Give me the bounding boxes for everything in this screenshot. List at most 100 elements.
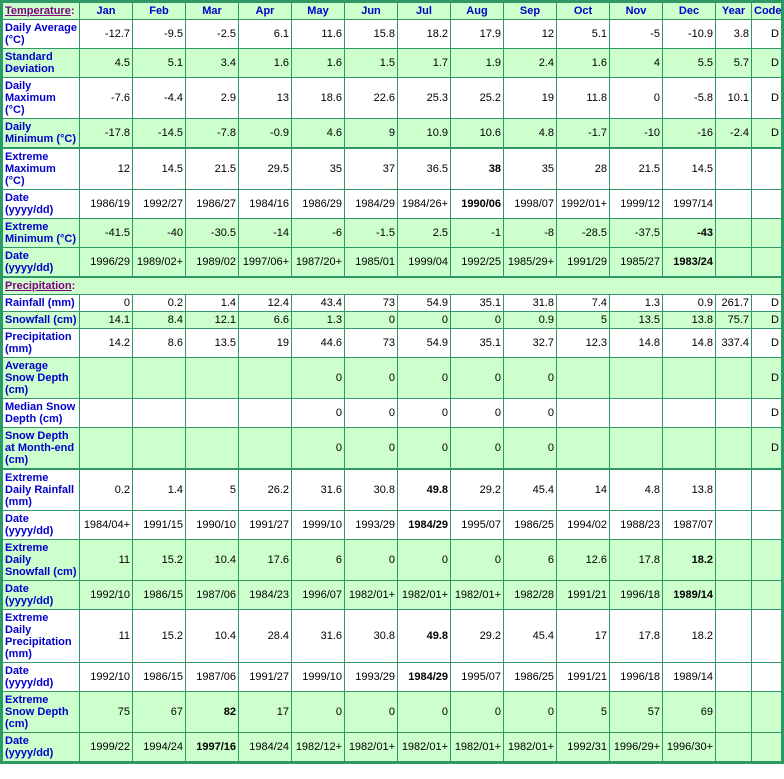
extreme-daily-snowfall-date-cell-jan: 1992/10 bbox=[79, 580, 133, 610]
rainfall-cell-may: 43.4 bbox=[291, 294, 345, 312]
standard-deviation-cell-mar: 3.4 bbox=[185, 48, 239, 78]
daily-average-cell-apr: 6.1 bbox=[238, 19, 292, 49]
standard-deviation-cell-jan: 4.5 bbox=[79, 48, 133, 78]
extreme-daily-snowfall-date-cell-code bbox=[751, 580, 783, 610]
extreme-minimum-date-cell-may: 1987/20+ bbox=[291, 247, 345, 278]
snowfall-cell-mar: 12.1 bbox=[185, 311, 239, 329]
extreme-minimum-date-cell-apr: 1997/06+ bbox=[238, 247, 292, 278]
extreme-snow-depth-date-cell-mar: 1997/16 bbox=[185, 732, 239, 763]
rainfall-cell-code: D bbox=[751, 294, 783, 312]
extreme-daily-rainfall-date-cell-year bbox=[715, 510, 752, 540]
standard-deviation-cell-feb: 5.1 bbox=[132, 48, 186, 78]
extreme-daily-rainfall-date-cell-may: 1999/10 bbox=[291, 510, 345, 540]
snow-depth-month-end-cell-apr bbox=[238, 427, 292, 470]
rainfall-cell-aug: 35.1 bbox=[450, 294, 504, 312]
extreme-daily-snowfall-date-label: Date (yyyy/dd) bbox=[1, 580, 80, 610]
extreme-snow-depth-date-cell-jun: 1982/01+ bbox=[344, 732, 398, 763]
extreme-minimum-date-cell-jul: 1999/04 bbox=[397, 247, 451, 278]
extreme-snow-depth-cell-apr: 17 bbox=[238, 691, 292, 733]
daily-minimum-cell-nov: -10 bbox=[609, 118, 663, 149]
column-header-apr: Apr bbox=[238, 1, 292, 20]
column-header-oct: Oct bbox=[556, 1, 610, 20]
daily-average-cell-aug: 17.9 bbox=[450, 19, 504, 49]
daily-average-cell-may: 11.6 bbox=[291, 19, 345, 49]
snow-depth-month-end-cell-oct bbox=[556, 427, 610, 470]
column-header-code: Code bbox=[751, 1, 783, 20]
extreme-minimum-cell-code bbox=[751, 218, 783, 248]
snow-depth-month-end-cell-jul: 0 bbox=[397, 427, 451, 470]
extreme-daily-precipitation-row: Extreme Daily Precipitation (mm) 11 15.2 10… bbox=[1, 609, 783, 663]
precipitation-section-header: Precipitation: bbox=[1, 276, 783, 295]
extreme-daily-snowfall-cell-feb: 15.2 bbox=[132, 539, 186, 581]
extreme-maximum-date-cell-jun: 1984/29 bbox=[344, 189, 398, 219]
column-header-mar: Mar bbox=[185, 1, 239, 20]
extreme-maximum-date-cell-dec: 1997/14 bbox=[662, 189, 716, 219]
extreme-minimum-label: Extreme Minimum (°C) bbox=[1, 218, 80, 248]
extreme-minimum-date-cell-jan: 1996/29 bbox=[79, 247, 133, 278]
temperature-link[interactable]: Temperature bbox=[5, 5, 71, 17]
median-snow-depth-cell-feb bbox=[132, 398, 186, 428]
extreme-daily-rainfall-cell-feb: 1.4 bbox=[132, 468, 186, 511]
extreme-daily-precipitation-date-cell-may: 1999/10 bbox=[291, 662, 345, 692]
extreme-snow-depth-cell-aug: 0 bbox=[450, 691, 504, 733]
temperature-section-header: Temperature: bbox=[1, 1, 80, 20]
extreme-minimum-date-cell-code bbox=[751, 247, 783, 278]
extreme-snow-depth-date-cell-aug: 1982/01+ bbox=[450, 732, 504, 763]
precipitation-section-link[interactable]: Precipitation bbox=[5, 280, 72, 292]
extreme-daily-precipitation-label: Extreme Daily Precipitation (mm) bbox=[1, 609, 80, 663]
precipitation-cell-dec: 14.8 bbox=[662, 328, 716, 358]
precipitation-cell-jun: 73 bbox=[344, 328, 398, 358]
precipitation-row: Precipitation (mm) 14.2 8.6 13.5 19 44.6 73 54.… bbox=[1, 328, 783, 358]
extreme-maximum-cell-apr: 29.5 bbox=[238, 147, 292, 190]
average-snow-depth-cell-nov bbox=[609, 357, 663, 399]
extreme-daily-snowfall-date-cell-year bbox=[715, 580, 752, 610]
rainfall-cell-mar: 1.4 bbox=[185, 294, 239, 312]
daily-maximum-cell-dec: -5.8 bbox=[662, 77, 716, 119]
extreme-daily-precipitation-cell-nov: 17.8 bbox=[609, 609, 663, 663]
column-header-sep: Sep bbox=[503, 1, 557, 20]
daily-minimum-cell-apr: -0.9 bbox=[238, 118, 292, 149]
snow-depth-month-end-cell-nov bbox=[609, 427, 663, 470]
extreme-minimum-cell-sep: -8 bbox=[503, 218, 557, 248]
extreme-minimum-date-cell-sep: 1985/29+ bbox=[503, 247, 557, 278]
extreme-minimum-date-cell-jun: 1985/01 bbox=[344, 247, 398, 278]
average-snow-depth-cell-jun: 0 bbox=[344, 357, 398, 399]
median-snow-depth-cell-jul: 0 bbox=[397, 398, 451, 428]
daily-maximum-cell-oct: 11.8 bbox=[556, 77, 610, 119]
average-snow-depth-cell-apr bbox=[238, 357, 292, 399]
extreme-minimum-cell-jun: -1.5 bbox=[344, 218, 398, 248]
extreme-maximum-cell-jan: 12 bbox=[79, 147, 133, 190]
extreme-daily-rainfall-cell-jan: 0.2 bbox=[79, 468, 133, 511]
rainfall-cell-nov: 1.3 bbox=[609, 294, 663, 312]
daily-minimum-cell-mar: -7.8 bbox=[185, 118, 239, 149]
daily-average-cell-nov: -5 bbox=[609, 19, 663, 49]
precipitation-section-colon: : bbox=[71, 280, 76, 292]
extreme-minimum-date-cell-feb: 1989/02+ bbox=[132, 247, 186, 278]
rainfall-cell-feb: 0.2 bbox=[132, 294, 186, 312]
rainfall-cell-year: 261.7 bbox=[715, 294, 752, 312]
daily-minimum-cell-dec: -16 bbox=[662, 118, 716, 149]
rainfall-label: Rainfall (mm) bbox=[1, 294, 80, 312]
extreme-maximum-cell-jun: 37 bbox=[344, 147, 398, 190]
snowfall-cell-nov: 13.5 bbox=[609, 311, 663, 329]
extreme-maximum-cell-may: 35 bbox=[291, 147, 345, 190]
median-snow-depth-cell-dec bbox=[662, 398, 716, 428]
column-header-jun: Jun bbox=[344, 1, 398, 20]
snow-depth-month-end-row: Snow Depth at Month-end (cm) 0 0 0 0 0 D bbox=[1, 427, 783, 470]
extreme-daily-rainfall-date-cell-nov: 1988/23 bbox=[609, 510, 663, 540]
median-snow-depth-cell-sep: 0 bbox=[503, 398, 557, 428]
average-snow-depth-cell-may: 0 bbox=[291, 357, 345, 399]
extreme-minimum-cell-jul: 2.5 bbox=[397, 218, 451, 248]
extreme-daily-precipitation-cell-jul: 49.8 bbox=[397, 609, 451, 663]
extreme-daily-precipitation-cell-dec: 18.2 bbox=[662, 609, 716, 663]
extreme-daily-rainfall-cell-jul: 49.8 bbox=[397, 468, 451, 511]
extreme-snow-depth-cell-dec: 69 bbox=[662, 691, 716, 733]
extreme-minimum-date-cell-year bbox=[715, 247, 752, 278]
extreme-snow-depth-cell-jul: 0 bbox=[397, 691, 451, 733]
extreme-daily-rainfall-row: Extreme Daily Rainfall (mm) 0.2 1.4 5 26.2 31… bbox=[1, 468, 783, 511]
extreme-daily-rainfall-cell-nov: 4.8 bbox=[609, 468, 663, 511]
daily-maximum-cell-nov: 0 bbox=[609, 77, 663, 119]
extreme-maximum-date-cell-year bbox=[715, 189, 752, 219]
extreme-daily-snowfall-date-cell-mar: 1987/06 bbox=[185, 580, 239, 610]
